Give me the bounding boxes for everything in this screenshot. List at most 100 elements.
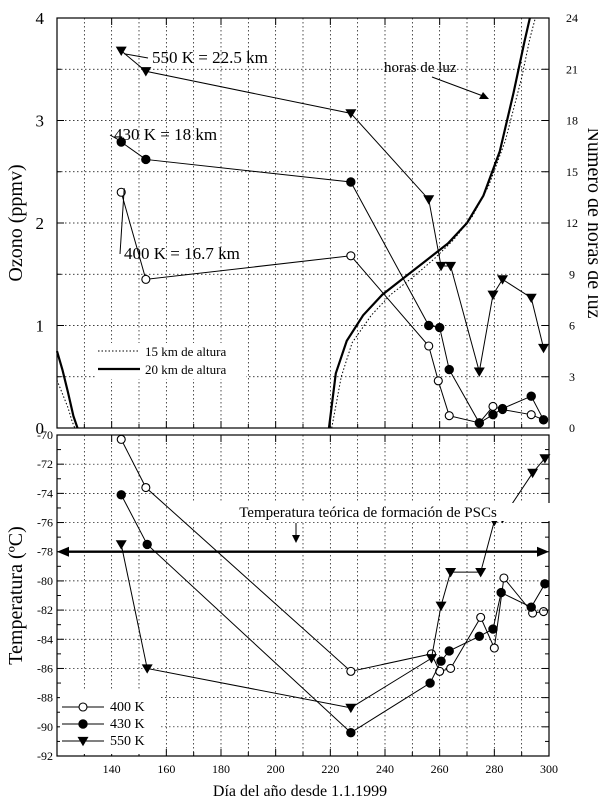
ozone-point-400k [433,376,443,386]
x-axis-label: Día del año desde 1.1.1999 [213,783,387,800]
label-leader-400k [119,188,125,255]
daylight-y-tick-label: 9 [569,267,575,281]
x-tick-label: 140 [103,762,121,776]
temperature-point-430k [142,539,152,550]
temperature-point-550k [435,601,447,611]
x-tick-label: 240 [376,762,394,776]
ozone-point-550k [435,261,447,272]
psc-threshold-arrowhead [292,535,300,543]
temperature-panel-grid [57,435,549,756]
daylight-curve-15km [331,17,536,429]
ozone-point-430k [141,154,151,165]
x-tick-label: 160 [157,762,175,776]
temperature-y-tick-label: -74 [37,486,53,500]
x-tick-labels: 140 160 180 200 220 240 260 280 300 [103,762,558,776]
temperature-y-tick-label: -70 [37,428,53,442]
x-tick-label: 280 [485,762,503,776]
ozone-point-430k [497,403,508,414]
ozone-point-550k [445,261,457,272]
ozone-point-430k [474,418,484,428]
legend-marker-550k [77,736,89,747]
daylight-curve-15km [56,379,76,429]
ozone-point-550k [525,293,537,304]
x-tick-label: 180 [212,762,230,776]
legend-marker-400k [78,702,88,712]
legend-label-400k: 400 K [110,700,145,715]
ozone-point-430k [424,320,434,331]
temperature-point-550k [539,454,551,464]
ozone-series [115,46,550,428]
temperature-line-550k [120,458,546,709]
temperature-y-tick-label: -92 [37,749,53,763]
daylight-curves [55,17,536,429]
temperature-y-tick-label: -82 [37,603,53,617]
ozone-line-430k [120,141,544,424]
legend-label-20km: 20 km de altura [145,362,226,377]
ozone-point-550k [473,367,485,377]
ozone-point-550k [487,290,499,300]
temperature-point-550k [345,703,357,714]
ozone-point-550k [538,343,550,354]
daylight-annotation-arrowhead [479,92,489,99]
temperature-point-400k [489,643,499,653]
temperature-point-430k [346,727,356,738]
temperature-y-tick-label: -72 [37,457,53,471]
temperature-point-550k [141,664,153,674]
ozone-y-tick-label: 3 [36,112,45,131]
temperature-point-550k [425,654,437,664]
temperature-panel: -70 -72 -74 -76 -78 -80 -82 -84 -86 -88 -90 -92 140… [5,428,558,800]
temperature-point-430k [444,646,454,656]
temperature-point-400k [346,666,356,676]
temperature-point-400k [446,663,456,674]
psc-threshold-label-box [185,503,551,521]
temperature-point-430k [488,624,498,634]
ozone-point-430k [346,177,356,187]
ozone-panel-ticks [57,18,550,428]
daylight-legend-box [96,343,246,379]
temperature-y-tick-label: -86 [37,661,53,675]
temperature-point-550k [475,568,487,578]
ozone-point-550k [497,275,509,285]
ozone-y-tick-label: 2 [36,214,45,233]
temperature-y-tick-label: -80 [37,574,53,588]
daylight-y-tick-label: 21 [566,62,578,76]
daylight-y-tick-label: 15 [566,165,578,179]
ozone-point-430k [526,391,536,401]
temperature-point-430k [526,602,536,612]
temperature-point-550k [527,468,539,479]
ozone-point-550k [115,46,127,57]
x-tick-label: 200 [267,762,285,776]
daylight-y-tick-label: 18 [566,114,578,128]
daylight-y-tick-label: 24 [566,11,578,25]
temperature-y-tick-label: -84 [37,632,53,646]
series-label-430k: 430 K = 18 km [114,125,217,144]
ozone-point-400k [346,251,356,261]
legend-label-430k: 430 K [110,717,145,732]
ozone-point-400k [116,187,126,197]
ozone-y-tick-labels: 0 1 2 3 4 [36,9,45,438]
legend-marker-430k [78,719,88,729]
temperature-y-tick-label: -78 [37,545,53,559]
psc-threshold-label: Temperatura teórica de formación de PSCs [239,505,497,521]
temperature-point-550k [445,568,457,578]
daylight-y-tick-label: 12 [566,216,578,230]
daylight-y-tick-label: 0 [569,421,575,435]
temperature-point-550k [115,540,127,550]
ozone-y-tick-label: 0 [36,419,45,438]
ozone-point-400k [488,401,498,412]
temperature-legend: 400 K 430 K 550 K [62,700,145,749]
series-label-550k: 550 K = 22.5 km [152,48,268,67]
daylight-y-tick-label: 6 [569,319,575,333]
daylight-annotation-arrow [431,76,484,97]
temperature-point-400k [538,606,549,617]
ozone-point-400k [141,274,151,284]
ozone-y-tick-label: 4 [36,9,45,28]
ozone-point-550k [345,109,357,119]
ozone-point-430k [434,322,445,333]
series-label-400k: 400 K = 16.7 km [124,244,240,263]
daylight-annotation: horas de luz [384,60,457,76]
legend-label-15km: 15 km de altura [145,344,226,359]
temperature-point-400k [141,482,151,493]
ozone-point-550k [423,195,435,205]
temperature-point-400k [116,434,126,444]
